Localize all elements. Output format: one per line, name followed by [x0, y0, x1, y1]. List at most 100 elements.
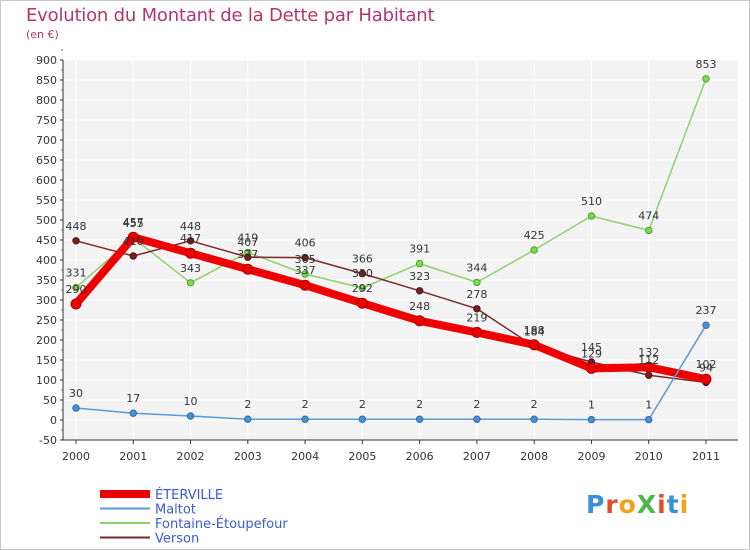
data-point [587, 415, 596, 424]
y-tick-label: 800 [36, 94, 57, 107]
data-point [186, 279, 195, 287]
data-point [473, 278, 481, 287]
data-label: 290 [66, 283, 87, 296]
data-point [72, 237, 80, 245]
data-point [414, 315, 426, 327]
logo-letter: X [636, 490, 658, 519]
x-tick-label: 2004 [291, 450, 319, 463]
data-label: 2 [416, 398, 423, 411]
series-line [72, 233, 710, 384]
data-label: 1 [588, 399, 595, 412]
data-label: 188 [524, 324, 545, 337]
data-point [358, 269, 367, 278]
data-label: 248 [409, 300, 430, 313]
legend-label: ÉTERVILLE [155, 487, 223, 503]
data-point [242, 263, 254, 275]
x-tick-label: 2003 [234, 450, 262, 463]
data-label: 2 [302, 398, 309, 411]
data-label: 17 [126, 392, 140, 405]
data-point [129, 252, 137, 260]
y-tick-label: 600 [36, 174, 57, 187]
data-point [186, 412, 195, 420]
data-label: 278 [466, 288, 487, 301]
data-label: 292 [352, 282, 373, 295]
data-label: 132 [638, 346, 659, 359]
x-tick-label: 2010 [635, 450, 663, 463]
y-tick-label: 350 [36, 274, 57, 287]
data-label: 406 [295, 237, 316, 250]
data-point [528, 339, 540, 351]
data-label: 2 [473, 398, 480, 411]
data-point [585, 362, 597, 374]
data-point [301, 253, 309, 262]
y-tick-label: -50 [39, 434, 57, 447]
data-label: 448 [66, 220, 87, 233]
legend-label: Verson [155, 532, 199, 547]
data-label: 365 [295, 253, 316, 266]
data-point [700, 373, 712, 385]
y-tick-label: 100 [36, 374, 57, 387]
data-label: 448 [180, 220, 201, 233]
data-label: 102 [696, 358, 717, 371]
data-label: 112 [638, 354, 659, 367]
data-point [127, 231, 139, 243]
y-tick-label: 550 [36, 194, 57, 207]
data-point [186, 237, 195, 245]
y-tick-label: 700 [36, 134, 57, 147]
data-label: 2 [359, 398, 366, 411]
x-tick-label: 2006 [406, 450, 434, 463]
legend-label: Maltot [155, 503, 196, 518]
data-label: 853 [696, 58, 717, 71]
data-label: 377 [237, 248, 258, 261]
x-tick-label: 2007 [463, 450, 491, 463]
y-tick-label: 750 [36, 114, 57, 127]
data-label: 331 [66, 267, 87, 280]
data-point [643, 361, 655, 373]
data-label: 457 [123, 216, 144, 229]
x-tick-label: 2008 [520, 450, 548, 463]
data-point [301, 415, 309, 423]
data-label: 391 [409, 243, 430, 256]
logo-letter: t [666, 490, 680, 519]
data-label: 330 [352, 267, 373, 280]
data-label: 366 [352, 253, 373, 266]
data-point [358, 284, 367, 292]
x-tick-label: 2005 [348, 450, 376, 463]
data-label: 343 [180, 262, 201, 275]
data-label: 417 [180, 232, 201, 245]
data-point [415, 415, 424, 423]
y-tick-label: 500 [36, 214, 57, 227]
data-point [70, 298, 82, 310]
data-point [415, 259, 424, 268]
data-point [356, 297, 368, 309]
logo-letter: r [605, 490, 619, 519]
x-tick-label: 2009 [577, 450, 605, 463]
logo-letter: P [586, 490, 606, 519]
data-point [530, 415, 538, 423]
data-point [587, 212, 596, 220]
data-point [129, 409, 137, 417]
series-line [75, 78, 707, 289]
y-tick-label: 650 [36, 154, 57, 167]
data-label: 323 [409, 270, 430, 283]
data-point [185, 247, 197, 259]
proxiti-logo: ProXiti [586, 490, 689, 519]
data-label: 407 [237, 236, 258, 249]
data-point [471, 326, 483, 338]
data-point [702, 75, 710, 83]
y-tick-label: 0 [50, 414, 57, 427]
data-label: 419 [237, 231, 258, 244]
data-point [72, 404, 80, 412]
data-point [415, 287, 424, 295]
data-label: 30 [69, 387, 83, 400]
data-label: 344 [466, 261, 487, 274]
y-tick-label: 400 [36, 254, 57, 267]
data-label: 145 [581, 341, 602, 354]
y-tick-label: 300 [36, 294, 57, 307]
data-label: 129 [581, 347, 602, 360]
y-tick-label: 50 [43, 394, 57, 407]
data-point [358, 415, 367, 423]
data-label: 425 [524, 229, 545, 242]
data-label: 10 [184, 395, 198, 408]
